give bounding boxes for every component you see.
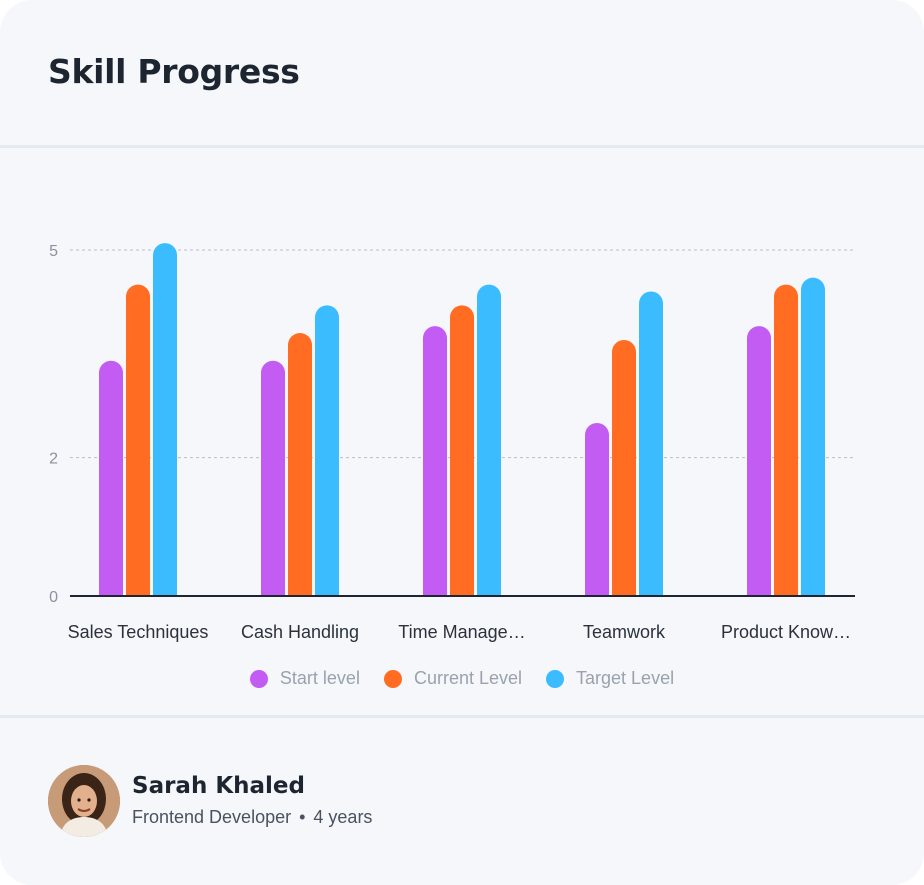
x-tick-label: Time Manage…: [398, 622, 525, 642]
skill-progress-bar-chart: 0 2 5 Sales Techniques Cash Handling Time Man…: [49, 243, 855, 642]
x-tick-label: Sales Techniques: [68, 622, 209, 642]
legend-label: Current Level: [413, 668, 523, 688]
chart-legend: Start level Current Level Target Level: [0, 668, 924, 689]
legend-label: Target Level: [576, 668, 675, 688]
bar-current-level-3: [612, 339, 636, 596]
legend-swatch: [546, 669, 565, 688]
meta-separator: •: [299, 807, 306, 827]
header-divider: [0, 145, 924, 148]
avatar-portrait-icon: [48, 765, 120, 837]
bar-current-level-4: [774, 284, 798, 596]
profile-name: Sarah Khaled: [132, 773, 305, 799]
bar-target-level-0: [153, 243, 177, 596]
bar-target-level-3: [639, 291, 663, 596]
legend-item-target-level[interactable]: Target Level: [546, 668, 674, 689]
y-tick-label: 5: [49, 243, 58, 260]
bar-current-level-0: [126, 284, 150, 596]
bar-start-level-1: [261, 360, 285, 596]
footer-divider: [0, 715, 924, 718]
avatar[interactable]: [48, 765, 120, 837]
profile-role: Frontend Developer: [132, 807, 292, 827]
bar-start-level-3: [585, 423, 609, 596]
bar-target-level-2: [477, 284, 501, 596]
legend-swatch: [383, 669, 402, 688]
legend-label: Start level: [279, 668, 360, 688]
x-tick-label: Product Know…: [721, 622, 851, 642]
card-title: Skill Progress: [48, 52, 300, 91]
y-tick-label: 2: [49, 451, 58, 468]
bar-target-level-1: [315, 305, 339, 596]
legend-swatch: [249, 669, 268, 688]
bar-start-level-2: [423, 326, 447, 596]
legend-item-current-level[interactable]: Current Level: [383, 668, 523, 689]
legend-item-start-level[interactable]: Start level: [249, 668, 360, 689]
profile-experience: 4 years: [313, 807, 373, 827]
x-tick-label: Cash Handling: [241, 622, 359, 642]
bar-target-level-4: [801, 277, 825, 596]
bar-start-level-4: [747, 326, 771, 596]
y-tick-label: 0: [49, 589, 58, 606]
profile: Sarah Khaled Frontend Developer • 4 years: [48, 765, 372, 837]
bar-start-level-0: [99, 360, 123, 596]
bar-current-level-1: [288, 333, 312, 596]
bar-current-level-2: [450, 305, 474, 596]
profile-meta: Frontend Developer • 4 years: [132, 803, 372, 831]
x-tick-label: Teamwork: [583, 622, 666, 642]
